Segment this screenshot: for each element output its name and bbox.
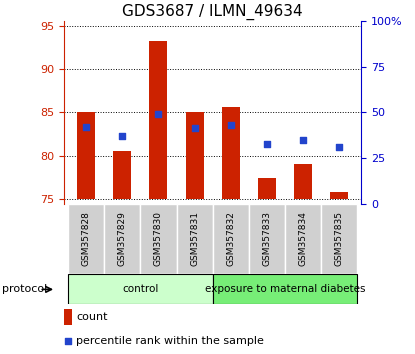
Bar [149,41,168,199]
Point [300,137,306,143]
Text: GSM357831: GSM357831 [190,211,199,267]
Text: GSM357833: GSM357833 [262,211,271,267]
Point [336,144,343,150]
Point [155,111,162,117]
Text: protocol: protocol [2,284,47,295]
Bar [294,165,312,199]
Text: GSM357828: GSM357828 [81,211,90,267]
Bar [140,204,176,274]
Title: GDS3687 / ILMN_49634: GDS3687 / ILMN_49634 [122,4,303,20]
Text: GSM357832: GSM357832 [226,211,235,267]
Point [119,133,126,139]
Bar [213,204,249,274]
Bar [68,274,213,304]
Bar [330,192,348,199]
Bar [68,204,104,274]
Point [83,124,89,130]
Bar [258,177,276,199]
Text: GSM357829: GSM357829 [118,211,127,267]
Text: GSM357834: GSM357834 [299,211,308,267]
Bar [64,309,72,325]
Bar [113,150,131,199]
Text: percentile rank within the sample: percentile rank within the sample [76,336,264,346]
Bar [104,204,140,274]
Bar [213,274,357,304]
Text: GSM357830: GSM357830 [154,211,163,267]
Point [191,125,198,131]
Text: control: control [122,284,159,295]
Bar [222,107,240,199]
Point [264,141,270,147]
Bar [285,204,321,274]
Bar [321,204,357,274]
Text: count: count [76,312,108,322]
Point [227,122,234,128]
Text: GSM357835: GSM357835 [335,211,344,267]
Bar [186,113,204,199]
Text: exposure to maternal diabetes: exposure to maternal diabetes [205,284,365,295]
Point [65,338,71,344]
Bar [77,113,95,199]
Bar [176,204,213,274]
Bar [249,204,285,274]
